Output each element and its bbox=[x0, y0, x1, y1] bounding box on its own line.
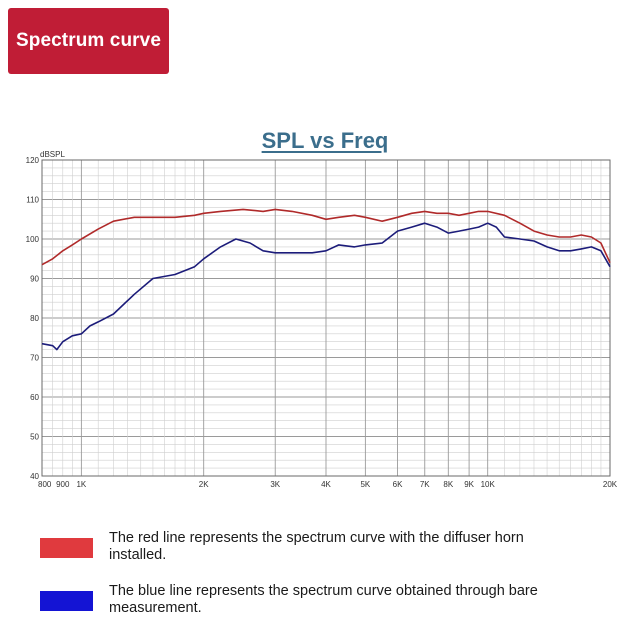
series-line-blue bbox=[41, 222, 611, 351]
y-tick-label: 40 bbox=[30, 472, 39, 481]
y-tick-label: 70 bbox=[30, 354, 39, 363]
x-tick-label: 6K bbox=[393, 480, 403, 489]
y-tick-label: 80 bbox=[30, 314, 39, 323]
chart-series bbox=[41, 208, 611, 351]
plot-frame bbox=[41, 159, 611, 477]
y-tick-label: 90 bbox=[30, 275, 39, 284]
x-tick-label: 800 bbox=[38, 480, 52, 489]
x-tick-label: 8K bbox=[443, 480, 453, 489]
x-tick-label: 20K bbox=[603, 480, 618, 489]
y-axis-ticks: 40 50 60 70 80 90 100 110 120 bbox=[26, 156, 40, 481]
x-axis-ticks: 800 900 1K 2K 3K 4K 5K 6K 7K 8K 9K 10K 20K bbox=[38, 480, 618, 489]
x-tick-label: 2K bbox=[199, 480, 209, 489]
y-tick-label: 100 bbox=[26, 235, 40, 244]
legend-swatch-blue bbox=[40, 591, 93, 611]
spectrum-curve-badge: Spectrum curve bbox=[8, 8, 169, 74]
chart-title: SPL vs Freq bbox=[261, 128, 389, 153]
legend-text-blue: The blue line represents the spectrum cu… bbox=[109, 583, 538, 616]
x-tick-label: 4K bbox=[321, 480, 331, 489]
x-tick-label: 9K bbox=[464, 480, 474, 489]
x-tick-label: 1K bbox=[76, 480, 86, 489]
y-axis-label: dBSPL bbox=[40, 150, 65, 159]
legend-item-red: The red line represents the spectrum cur… bbox=[40, 530, 569, 564]
legend-swatch-red bbox=[40, 538, 93, 558]
x-tick-label: 10K bbox=[481, 480, 496, 489]
spl-vs-freq-chart: 40 50 60 70 80 90 100 110 120 800 900 1K 2K 3K 4K 5K 6K… bbox=[26, 150, 618, 489]
chart-grid bbox=[42, 160, 610, 476]
y-tick-label: 60 bbox=[30, 393, 39, 402]
x-tick-label: 900 bbox=[56, 480, 70, 489]
x-tick-label: 5K bbox=[360, 480, 370, 489]
legend-item-blue: The blue line represents the spectrum cu… bbox=[40, 583, 569, 617]
legend-text-red: The red line represents the spectrum cur… bbox=[109, 530, 524, 563]
y-tick-label: 110 bbox=[26, 196, 39, 205]
y-tick-label: 120 bbox=[26, 156, 40, 165]
x-tick-label: 7K bbox=[420, 480, 430, 489]
series-line-red bbox=[41, 208, 611, 266]
y-tick-label: 50 bbox=[30, 433, 39, 442]
x-tick-label: 3K bbox=[270, 480, 280, 489]
